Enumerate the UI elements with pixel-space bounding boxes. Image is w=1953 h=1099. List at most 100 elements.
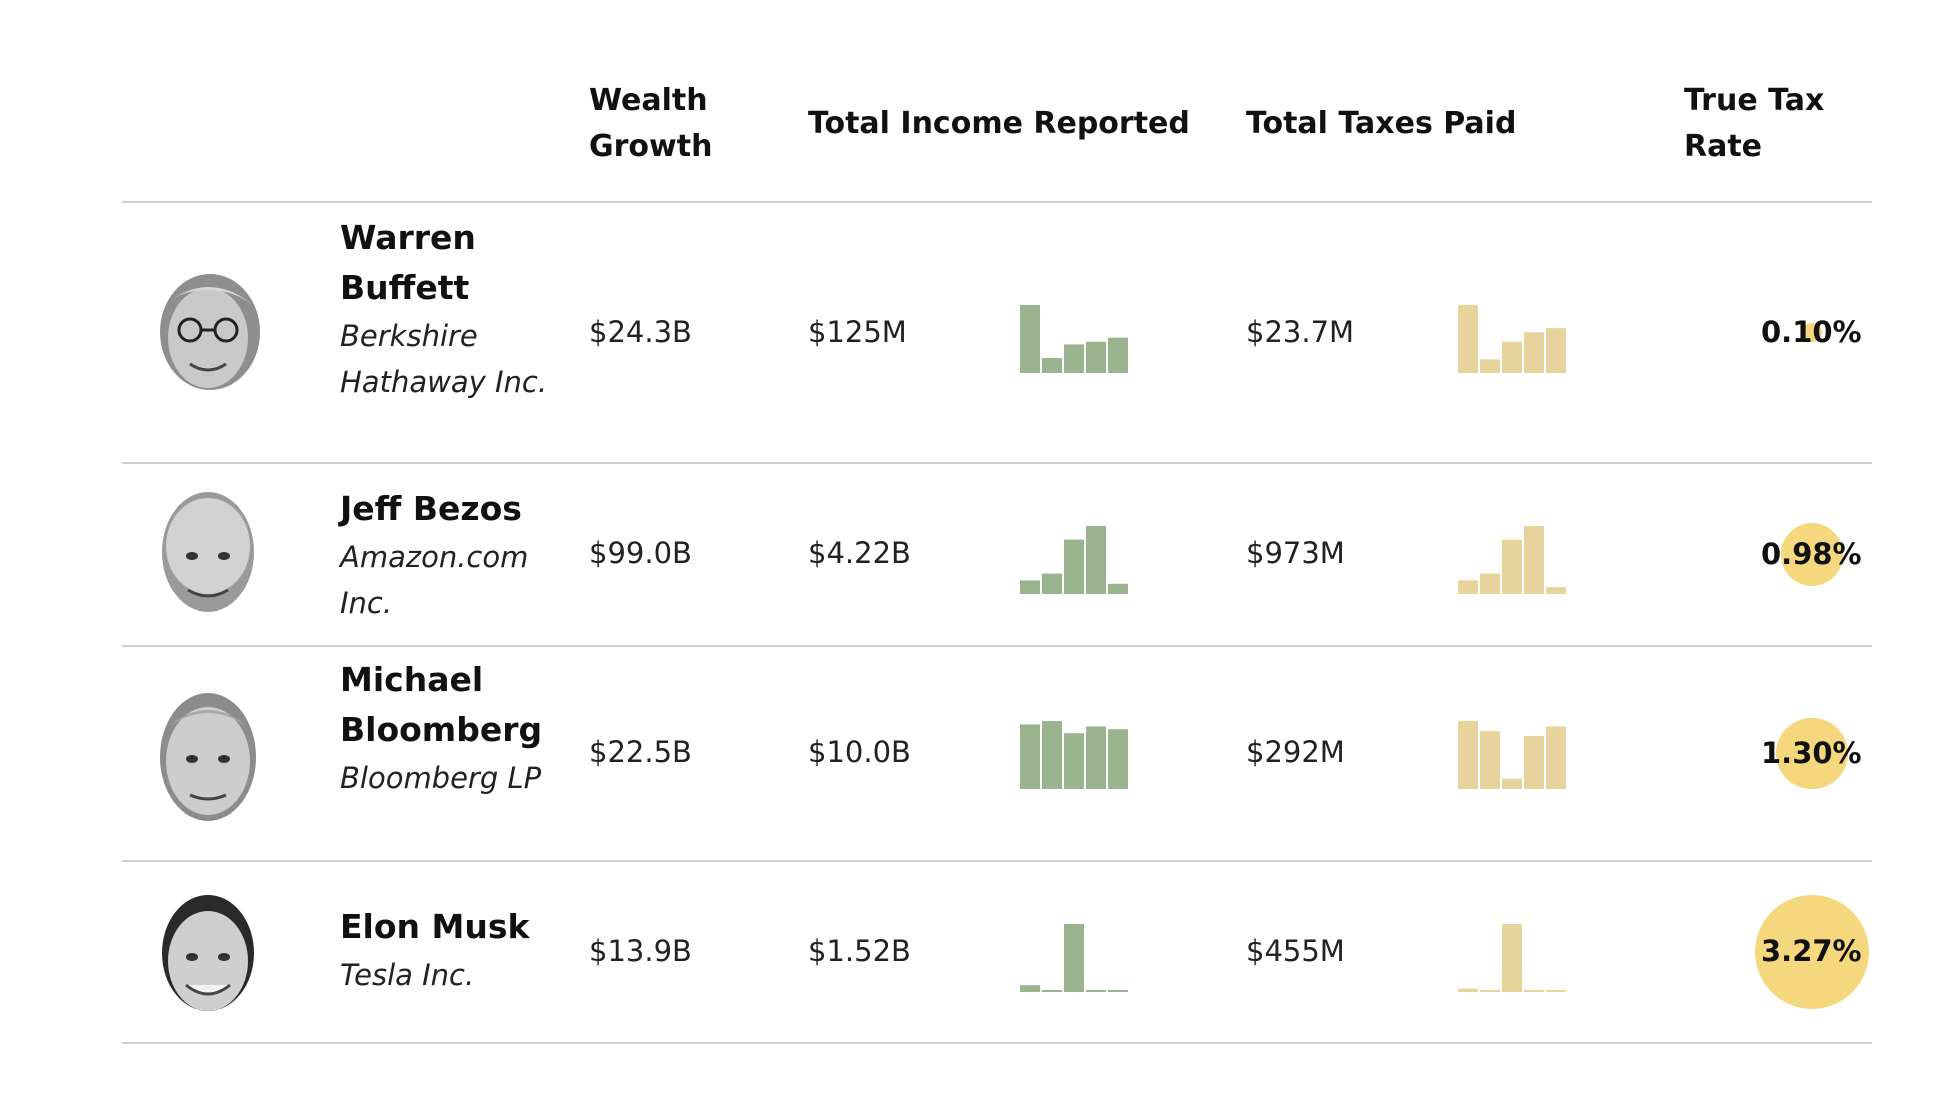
sparkline-bar — [1502, 539, 1522, 594]
sparkline-bar — [1064, 733, 1084, 789]
row-divider — [122, 462, 1872, 464]
sparkline-bar — [1042, 990, 1062, 992]
true-tax-rate-value: 0.10% — [1761, 314, 1862, 349]
sparkline-bar — [1458, 988, 1478, 992]
rate-circle — [1755, 895, 1869, 1009]
person-name: Jeff Bezos — [340, 489, 522, 528]
sparkline-bar — [1108, 337, 1128, 373]
income-value: $4.22B — [808, 536, 911, 570]
income-value: $1.52B — [808, 934, 911, 968]
portrait-icon — [162, 895, 254, 1011]
sparkline-bar — [1546, 587, 1566, 594]
table-row: Michael Bloomberg Bloomberg LP $22.5B $1… — [122, 647, 1872, 860]
sparkline-bar — [1086, 341, 1106, 373]
taxes-sparkline — [1458, 526, 1566, 594]
name-company-cell: Jeff Bezos Amazon.com Inc. — [340, 484, 550, 626]
sparkline-bar — [1064, 539, 1084, 594]
sparkline-bar — [1480, 990, 1500, 992]
person-name: Michael Bloomberg — [340, 660, 543, 749]
sparkline-bar — [1042, 358, 1062, 373]
sparkline-bar — [1524, 526, 1544, 594]
sparkline-bar — [1020, 305, 1040, 373]
wealth-growth-value: $22.5B — [589, 735, 692, 769]
sparkline-bar — [1502, 778, 1522, 789]
taxes-value: $23.7M — [1246, 315, 1355, 349]
income-sparkline — [1020, 526, 1128, 594]
header-total-income: Total Income Reported — [808, 106, 1190, 141]
sparkline-bar — [1546, 726, 1566, 789]
true-tax-rate-value: 3.27% — [1761, 934, 1862, 968]
sparkline-bar — [1524, 735, 1544, 789]
rate-circle — [1802, 322, 1822, 343]
sparkline-bar — [1502, 924, 1522, 992]
taxes-value: $973M — [1246, 536, 1345, 570]
taxes-value: $292M — [1246, 735, 1345, 769]
wealth-growth-value: $24.3B — [589, 315, 692, 349]
rate-circle — [1776, 717, 1848, 790]
row-divider — [122, 1042, 1872, 1044]
company-name: Amazon.com Inc. — [340, 540, 529, 620]
header-divider — [122, 201, 1872, 203]
row-divider — [122, 645, 1872, 647]
sparkline-bar — [1064, 344, 1084, 373]
sparkline-bar — [1502, 341, 1522, 373]
income-value: $125M — [808, 315, 907, 349]
sparkline-bar — [1458, 580, 1478, 594]
table-row: Warren Buffett Berkshire Hathaway Inc. $… — [122, 203, 1872, 462]
taxes-sparkline — [1458, 924, 1566, 992]
sparkline-bar — [1108, 990, 1128, 992]
header-wealth-growth: Wealth Growth — [589, 83, 713, 164]
rate-cell: 0.10% — [1662, 203, 1902, 462]
sparkline-bar — [1524, 990, 1544, 992]
wealth-growth-value: $99.0B — [589, 536, 692, 570]
portrait-michael-bloomberg — [152, 687, 264, 827]
rate-cell: 1.30% — [1662, 647, 1902, 860]
table-row: Elon Musk Tesla Inc. $13.9B $1.52B $455M… — [122, 862, 1872, 1042]
table-row: Jeff Bezos Amazon.com Inc. $99.0B $4.22B… — [122, 464, 1872, 645]
person-name: Elon Musk — [340, 907, 530, 946]
sparkline-bar — [1042, 721, 1062, 789]
income-sparkline — [1020, 924, 1128, 992]
sparkline-bar — [1042, 573, 1062, 594]
person-name: Warren Buffett — [340, 218, 476, 307]
portrait-icon — [160, 274, 260, 390]
company-name: Bloomberg LP — [340, 761, 542, 795]
sparkline-bar — [1546, 990, 1566, 992]
true-tax-rate-value: 1.30% — [1761, 735, 1862, 770]
wealth-growth-value: $13.9B — [589, 934, 692, 968]
sparkline-bar — [1480, 573, 1500, 594]
company-name: Berkshire Hathaway Inc. — [340, 319, 548, 399]
sparkline-bar — [1064, 924, 1084, 992]
true-tax-rate-value: 0.98% — [1761, 536, 1862, 571]
taxes-sparkline — [1458, 721, 1566, 789]
income-sparkline — [1020, 305, 1128, 373]
sparkline-bar — [1086, 990, 1106, 992]
name-company-cell: Warren Buffett Berkshire Hathaway Inc. — [340, 213, 550, 405]
taxes-sparkline — [1458, 305, 1566, 373]
row-divider — [122, 860, 1872, 862]
sparkline-bar — [1108, 729, 1128, 789]
sparkline-bar — [1524, 332, 1544, 373]
income-value: $10.0B — [808, 735, 911, 769]
sparkline-bar — [1458, 305, 1478, 373]
portrait-warren-buffett — [152, 268, 264, 398]
sparkline-bar — [1086, 526, 1106, 594]
sparkline-bar — [1458, 721, 1478, 789]
name-company-cell: Michael Bloomberg Bloomberg LP — [340, 655, 550, 801]
sparkline-bar — [1108, 583, 1128, 594]
header-total-taxes: Total Taxes Paid — [1246, 106, 1517, 141]
rate-cell: 3.27% — [1662, 862, 1902, 1042]
header-true-tax-rate: True Tax Rate — [1684, 83, 1825, 164]
income-sparkline — [1020, 721, 1128, 789]
sparkline-bar — [1546, 328, 1566, 373]
sparkline-bar — [1480, 359, 1500, 373]
portrait-icon — [162, 492, 254, 612]
portrait-jeff-bezos — [152, 486, 264, 621]
portrait-elon-musk — [152, 887, 264, 1017]
company-name: Tesla Inc. — [340, 958, 475, 992]
sparkline-bar — [1086, 726, 1106, 789]
sparkline-bar — [1020, 580, 1040, 594]
sparkline-bar — [1020, 724, 1040, 789]
sparkline-bar — [1480, 731, 1500, 789]
